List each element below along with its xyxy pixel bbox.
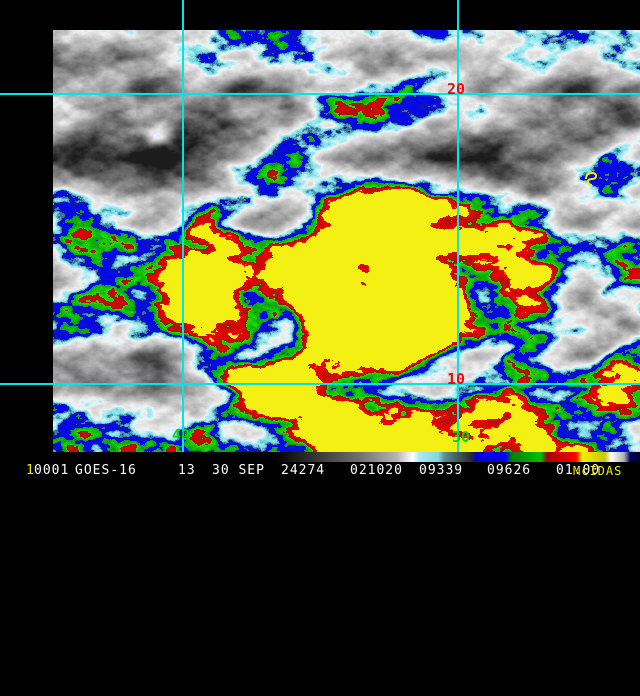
- line-coord: 09339: [419, 463, 464, 478]
- status-annotation-bar: 1 0001 GOES-16 13 30 SEP 24274 021020 09…: [0, 462, 640, 480]
- satellite-name: GOES-16: [75, 463, 137, 478]
- time-utc: 021020: [350, 463, 403, 478]
- julian-date: 24274: [281, 463, 326, 478]
- mcidas-image-window: 20 10 40 30 1 0001 GOES-16 13 30 SEP 242…: [0, 0, 640, 480]
- element-coord: 09626: [487, 463, 532, 478]
- grid-label-lat-10: 10: [447, 370, 466, 388]
- gridline-latitude-upper: [0, 93, 640, 95]
- image-id: 0001: [34, 463, 70, 478]
- gridline-latitude-lower: [0, 383, 640, 385]
- satellite-image-area[interactable]: [0, 0, 640, 452]
- ir-enhancement-colorbar: [0, 452, 640, 462]
- grid-label-lon-30: 30: [452, 428, 471, 446]
- frame-number: 1: [26, 463, 35, 478]
- resolution: 01.00: [556, 463, 601, 478]
- gridline-longitude-left: [182, 0, 184, 452]
- satellite-image-canvas[interactable]: [0, 0, 640, 452]
- band-number: 13: [178, 463, 196, 478]
- date-label: 30 SEP: [212, 463, 265, 478]
- gridline-longitude-right: [457, 0, 459, 452]
- storm-symbol-icon: [585, 171, 598, 186]
- grid-label-lon-40: 40: [172, 426, 191, 444]
- mcidas-brand-label: McIDAS: [573, 464, 623, 478]
- grid-label-lat-20: 20: [447, 80, 466, 98]
